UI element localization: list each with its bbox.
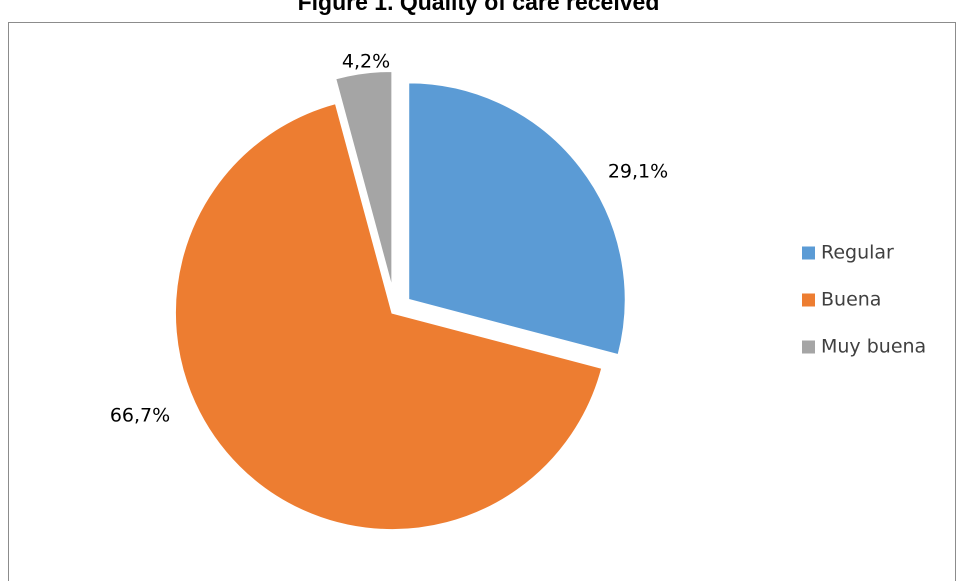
data-labels: 29,1% 66,7% 4,2% [110,51,668,427]
pie-slice-muy-buena [334,70,393,289]
legend-label-regular: Regular [821,242,894,264]
chart-area-border [8,22,956,581]
pie-slice-buena [174,102,603,531]
pie-slice-regular [407,81,627,356]
data-label-regular: 29,1% [608,161,668,183]
legend-swatch-muy-buena [802,340,815,354]
legend-label-muy-buena: Muy buena [821,336,926,358]
legend-swatch-regular [802,246,815,260]
legend: Regular Buena Muy buena [802,242,926,358]
data-label-buena: 66,7% [110,405,170,427]
pie-slices [174,70,627,531]
legend-label-buena: Buena [821,289,881,311]
legend-swatch-buena [802,293,815,307]
data-label-muy-buena: 4,2% [342,51,390,73]
chart-title: Figure 1. Quality of care received [297,0,660,15]
